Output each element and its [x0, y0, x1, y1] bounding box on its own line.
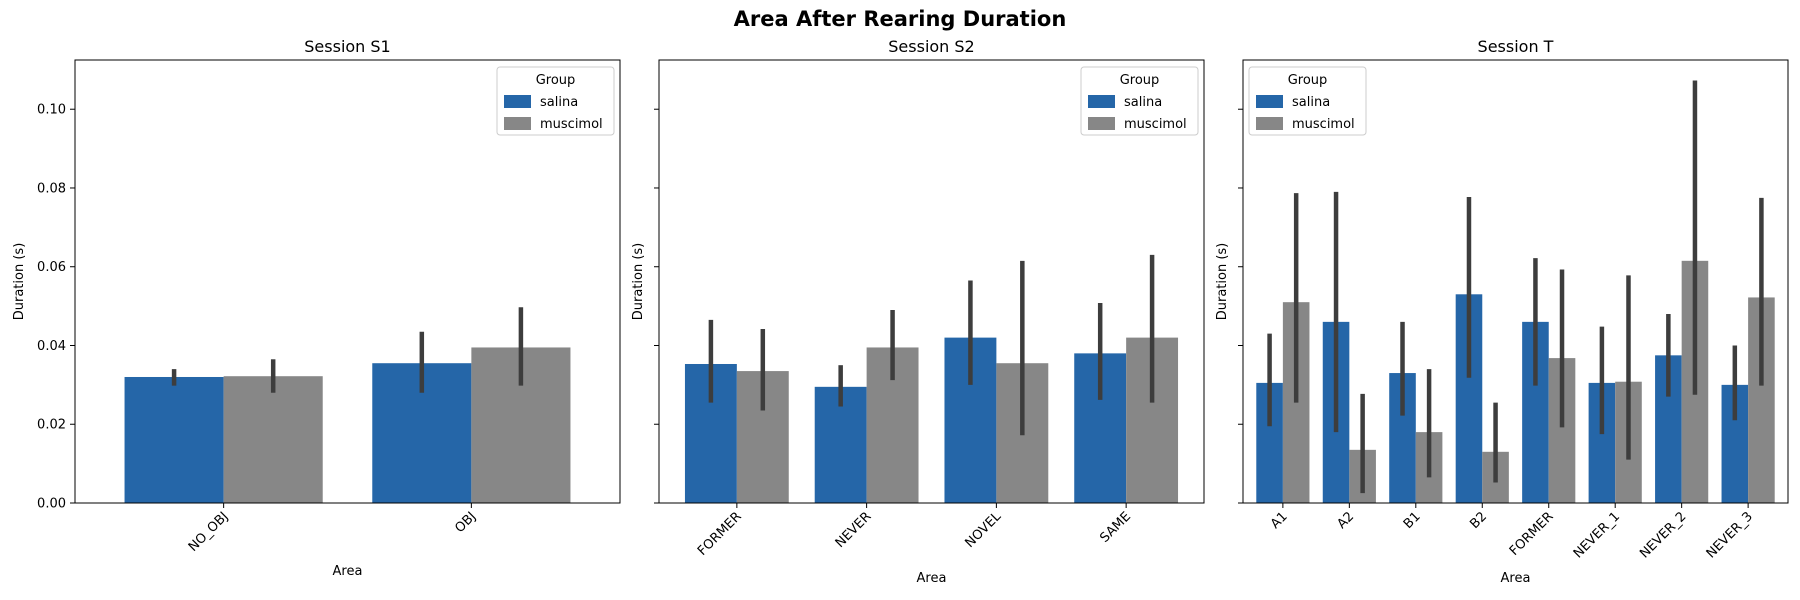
legend-label-salina: salina [1124, 95, 1162, 110]
chart-panel-2: Session S2 Duration (s) FORMER NEVER NOVEL SA… [631, 37, 1205, 586]
plot-frame [658, 59, 1205, 504]
y-axis-label: Duration (s) [631, 243, 646, 321]
legend: Group salina muscimol [1080, 66, 1199, 136]
x-tick-label: FORMER [695, 509, 745, 559]
x-tick-label: NEVER_2 [1637, 509, 1689, 561]
panel-title: Session T [1478, 37, 1554, 56]
y-axis-label: Duration (s) [12, 243, 27, 321]
y-tick-label: 0.02 [37, 418, 66, 433]
x-axis-label: Area [917, 571, 947, 586]
x-tick-label: SAME [1097, 509, 1134, 546]
chart-panel-3: Session T Duration (s) A1 A2 B1 B2 FORMER NEVER… [1215, 37, 1789, 586]
legend-swatch-muscimol [1256, 117, 1283, 130]
bar-muscimol-no_obj [223, 376, 323, 503]
y-tick-label: 0.10 [37, 103, 66, 118]
legend-title: Group [536, 73, 576, 88]
legend: Group salina muscimol [1248, 66, 1367, 136]
x-tick-label: NO_OBJ [186, 509, 232, 555]
y-tick-label: 0.08 [37, 181, 66, 196]
legend-label-muscimol: muscimol [540, 117, 603, 132]
legend-swatch-salina [504, 95, 531, 108]
x-tick-label: A2 [1334, 509, 1357, 532]
legend-label-salina: salina [1292, 95, 1330, 110]
legend-label-muscimol: muscimol [1292, 117, 1355, 132]
x-tick-label: NOVEL [962, 509, 1004, 551]
legend-label-salina: salina [540, 95, 578, 110]
legend: Group salina muscimol [496, 66, 615, 136]
chart-panel-1: Session S1 0.00 0.02 0.04 0.06 0.08 0.10 Durati… [12, 37, 621, 579]
legend-swatch-salina [1256, 95, 1283, 108]
x-axis-label: Area [333, 564, 363, 579]
legend-swatch-muscimol [1088, 117, 1115, 130]
legend-swatch-muscimol [504, 117, 531, 130]
panel-title: Session S1 [304, 37, 390, 56]
figure-title: Area After Rearing Duration [733, 7, 1067, 31]
legend-swatch-salina [1088, 95, 1115, 108]
x-tick-label: NEVER_1 [1571, 509, 1623, 561]
x-tick-label: NEVER [833, 509, 875, 551]
x-tick-label: B2 [1467, 509, 1490, 532]
y-tick-label: 0.04 [37, 339, 66, 354]
legend-title: Group [1120, 73, 1160, 88]
x-axis-label: Area [1501, 571, 1531, 586]
bar-salina-no_obj [124, 376, 224, 503]
y-tick-label: 0.00 [37, 497, 66, 512]
legend-label-muscimol: muscimol [1124, 117, 1187, 132]
x-tick-label: NEVER_3 [1704, 509, 1756, 561]
x-tick-label: A1 [1268, 509, 1291, 532]
panel-title: Session S2 [888, 37, 974, 56]
legend-title: Group [1288, 73, 1328, 88]
plot-frame [1242, 59, 1789, 504]
x-tick-label: OBJ [452, 509, 479, 536]
y-axis-label: Duration (s) [1215, 243, 1230, 321]
y-tick-label: 0.06 [37, 260, 66, 275]
plot-frame [74, 59, 621, 504]
x-tick-label: FORMER [1507, 509, 1557, 559]
x-tick-label: B1 [1401, 509, 1424, 532]
